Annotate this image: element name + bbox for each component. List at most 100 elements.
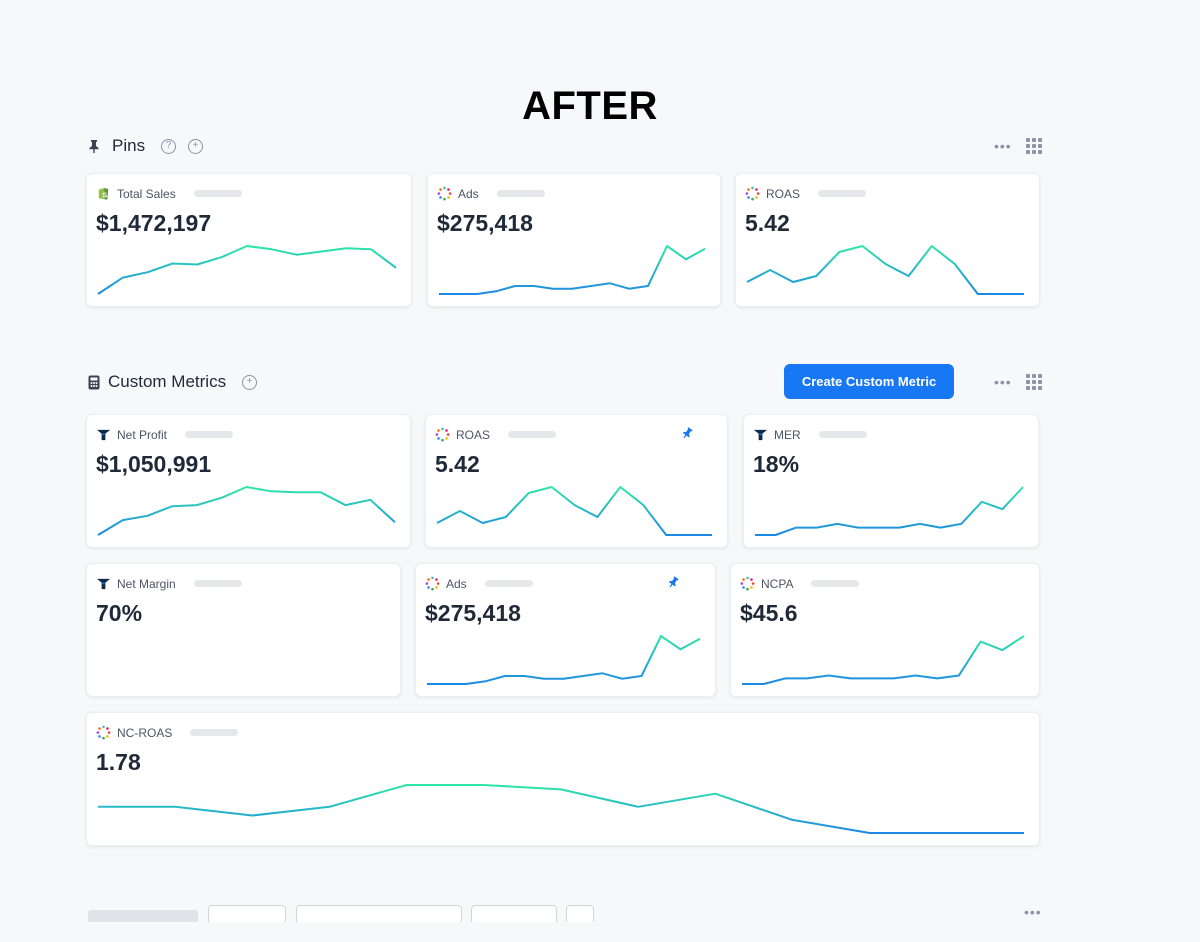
metric-value: $45.6 xyxy=(740,600,798,626)
card-label: ROAS xyxy=(456,427,491,442)
grid-drag-icon[interactable] xyxy=(1025,374,1042,390)
pins-actions: ••• xyxy=(994,138,1042,154)
metric-card-net-profit[interactable]: Net Profit $1,050,991 xyxy=(86,414,411,548)
after-heading: AFTER xyxy=(522,84,658,128)
ads-dots-icon xyxy=(96,725,111,740)
sparkline-series xyxy=(97,486,396,536)
card-label: Ads xyxy=(446,576,467,591)
add-icon[interactable]: + xyxy=(242,374,258,390)
metric-value: 5.42 xyxy=(435,451,480,477)
custom-metrics-actions: ••• xyxy=(994,374,1042,390)
pin-icon xyxy=(88,139,100,153)
loading-placeholder xyxy=(193,580,242,587)
sparkline-chart xyxy=(755,486,1024,536)
loading-placeholder xyxy=(185,431,234,438)
sparkline-series xyxy=(98,784,1024,834)
attribution-filter-chip[interactable] xyxy=(471,905,557,922)
card-header: ROAS xyxy=(745,186,867,201)
card-header: Ads xyxy=(425,576,533,591)
attribution-row: ••• xyxy=(88,904,1048,922)
card-label: NC-ROAS xyxy=(117,725,173,740)
more-options-icon[interactable]: ••• xyxy=(994,138,1012,154)
card-label: Ads xyxy=(458,186,479,201)
more-options-icon[interactable]: ••• xyxy=(994,374,1012,390)
pinned-icon[interactable] xyxy=(682,427,693,442)
attribution-title-placeholder xyxy=(88,910,198,922)
loading-placeholder xyxy=(818,190,867,197)
create-custom-metric-button[interactable]: Create Custom Metric xyxy=(784,364,954,399)
card-header: S Total Sales xyxy=(96,186,242,201)
sparkline-series xyxy=(742,635,1025,685)
sparkline-series xyxy=(755,486,1024,536)
add-icon[interactable]: + xyxy=(188,138,204,154)
sparkline-series xyxy=(746,245,1024,295)
custom-metrics-header: Custom Metrics + xyxy=(88,372,258,392)
metric-value: 1.78 xyxy=(96,749,141,775)
metric-card-ads[interactable]: Ads $275,418 xyxy=(427,173,721,307)
metric-value: $1,050,991 xyxy=(96,451,212,477)
metric-value: 70% xyxy=(96,600,143,626)
card-label: MER xyxy=(774,427,801,442)
metric-card-net-margin[interactable]: Net Margin 70% xyxy=(86,563,401,697)
sparkline-chart xyxy=(746,245,1024,295)
card-header: NC-ROAS xyxy=(96,725,239,740)
pins-title: Pins xyxy=(112,136,146,155)
card-label: Net Profit xyxy=(117,427,168,442)
triple-whale-icon xyxy=(753,427,768,442)
loading-placeholder xyxy=(496,190,545,197)
metric-value: $275,418 xyxy=(425,600,521,626)
attribution-settings-chip[interactable] xyxy=(566,905,594,922)
metric-card-ncpa[interactable]: NCPA $45.6 xyxy=(730,563,1040,697)
ads-dots-icon xyxy=(425,576,440,591)
help-icon[interactable]: ? xyxy=(161,138,177,154)
ads-dots-icon xyxy=(437,186,452,201)
metric-card-roas[interactable]: ROAS 5.42 xyxy=(735,173,1040,307)
loading-placeholder xyxy=(508,431,557,438)
card-header: ROAS xyxy=(435,427,557,442)
attribution-window-chip[interactable] xyxy=(296,905,462,922)
triple-whale-icon xyxy=(96,576,111,591)
pins-header: Pins ? + xyxy=(88,136,204,156)
card-header: Net Profit xyxy=(96,427,234,442)
sparkline-series xyxy=(427,635,701,685)
card-label: ROAS xyxy=(766,186,801,201)
card-header: Net Margin xyxy=(96,576,242,591)
ads-dots-icon xyxy=(435,427,450,442)
attribution-filter-chip[interactable] xyxy=(208,905,286,922)
metric-card-nc-roas[interactable]: NC-ROAS 1.78 xyxy=(86,712,1040,846)
loading-placeholder xyxy=(484,580,533,587)
custom-metrics-title: Custom Metrics xyxy=(108,372,227,391)
metric-value: $1,472,197 xyxy=(96,210,212,236)
pinned-icon[interactable] xyxy=(668,576,679,591)
metric-value: 18% xyxy=(753,451,800,477)
triple-whale-icon xyxy=(96,427,111,442)
card-header: NCPA xyxy=(740,576,860,591)
card-label: Total Sales xyxy=(117,186,176,201)
sparkline-series xyxy=(439,245,706,295)
loading-placeholder xyxy=(193,190,242,197)
shopify-icon: S xyxy=(96,186,111,201)
card-header: Ads xyxy=(437,186,545,201)
metric-card-roas[interactable]: ROAS 5.42 xyxy=(425,414,728,548)
grid-drag-icon[interactable] xyxy=(1025,138,1042,154)
sparkline-series xyxy=(97,245,397,295)
card-header: MER xyxy=(753,427,867,442)
sparkline-chart xyxy=(742,635,1025,685)
calculator-icon xyxy=(88,375,100,390)
metric-card-total-sales[interactable]: S Total Sales $1,472,197 xyxy=(86,173,412,307)
metric-value: $275,418 xyxy=(437,210,533,236)
sparkline-series xyxy=(436,486,712,536)
loading-placeholder xyxy=(811,580,860,587)
loading-placeholder xyxy=(190,729,239,736)
metric-card-mer[interactable]: MER 18% xyxy=(743,414,1039,548)
metric-value: 5.42 xyxy=(745,210,790,236)
sparkline-chart xyxy=(427,635,701,685)
more-options-icon[interactable]: ••• xyxy=(1024,904,1042,920)
metric-card-ads[interactable]: Ads $275,418 xyxy=(415,563,716,697)
ads-dots-icon xyxy=(745,186,760,201)
card-label: Net Margin xyxy=(117,576,176,591)
sparkline-chart xyxy=(97,486,396,536)
sparkline-chart xyxy=(98,784,1024,834)
loading-placeholder xyxy=(818,431,867,438)
svg-text:S: S xyxy=(102,190,107,199)
